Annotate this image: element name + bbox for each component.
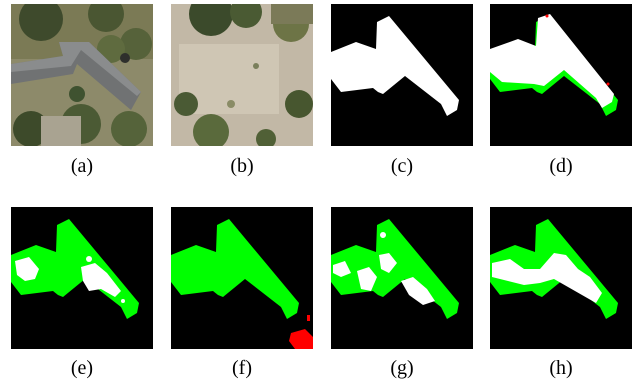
aerial-image-b: [171, 4, 313, 146]
prediction-overlay-h: [490, 207, 632, 349]
panel-label-a: (a): [70, 155, 94, 177]
ground-truth-mask-c: [331, 4, 473, 146]
panel-label-f: (f): [232, 357, 252, 379]
prediction-overlay-d: [490, 4, 632, 146]
panel-label-b: (b): [230, 155, 254, 177]
aerial-image-a: [11, 4, 153, 146]
panel-label-h: (h): [549, 357, 573, 379]
prediction-overlay-f: [171, 207, 313, 349]
panel-label-c: (c): [390, 155, 414, 177]
prediction-overlay-g: [331, 207, 473, 349]
panel-label-e: (e): [70, 357, 94, 379]
panel-label-g: (g): [390, 357, 414, 379]
prediction-overlay-e: [11, 207, 153, 349]
panel-label-d: (d): [549, 155, 573, 177]
